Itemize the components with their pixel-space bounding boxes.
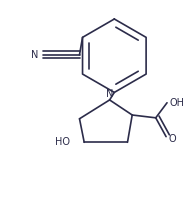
Text: O: O (169, 133, 176, 144)
Text: HO: HO (55, 137, 70, 147)
Text: N: N (107, 89, 114, 99)
Text: OH: OH (169, 98, 185, 108)
Text: N: N (31, 50, 39, 60)
